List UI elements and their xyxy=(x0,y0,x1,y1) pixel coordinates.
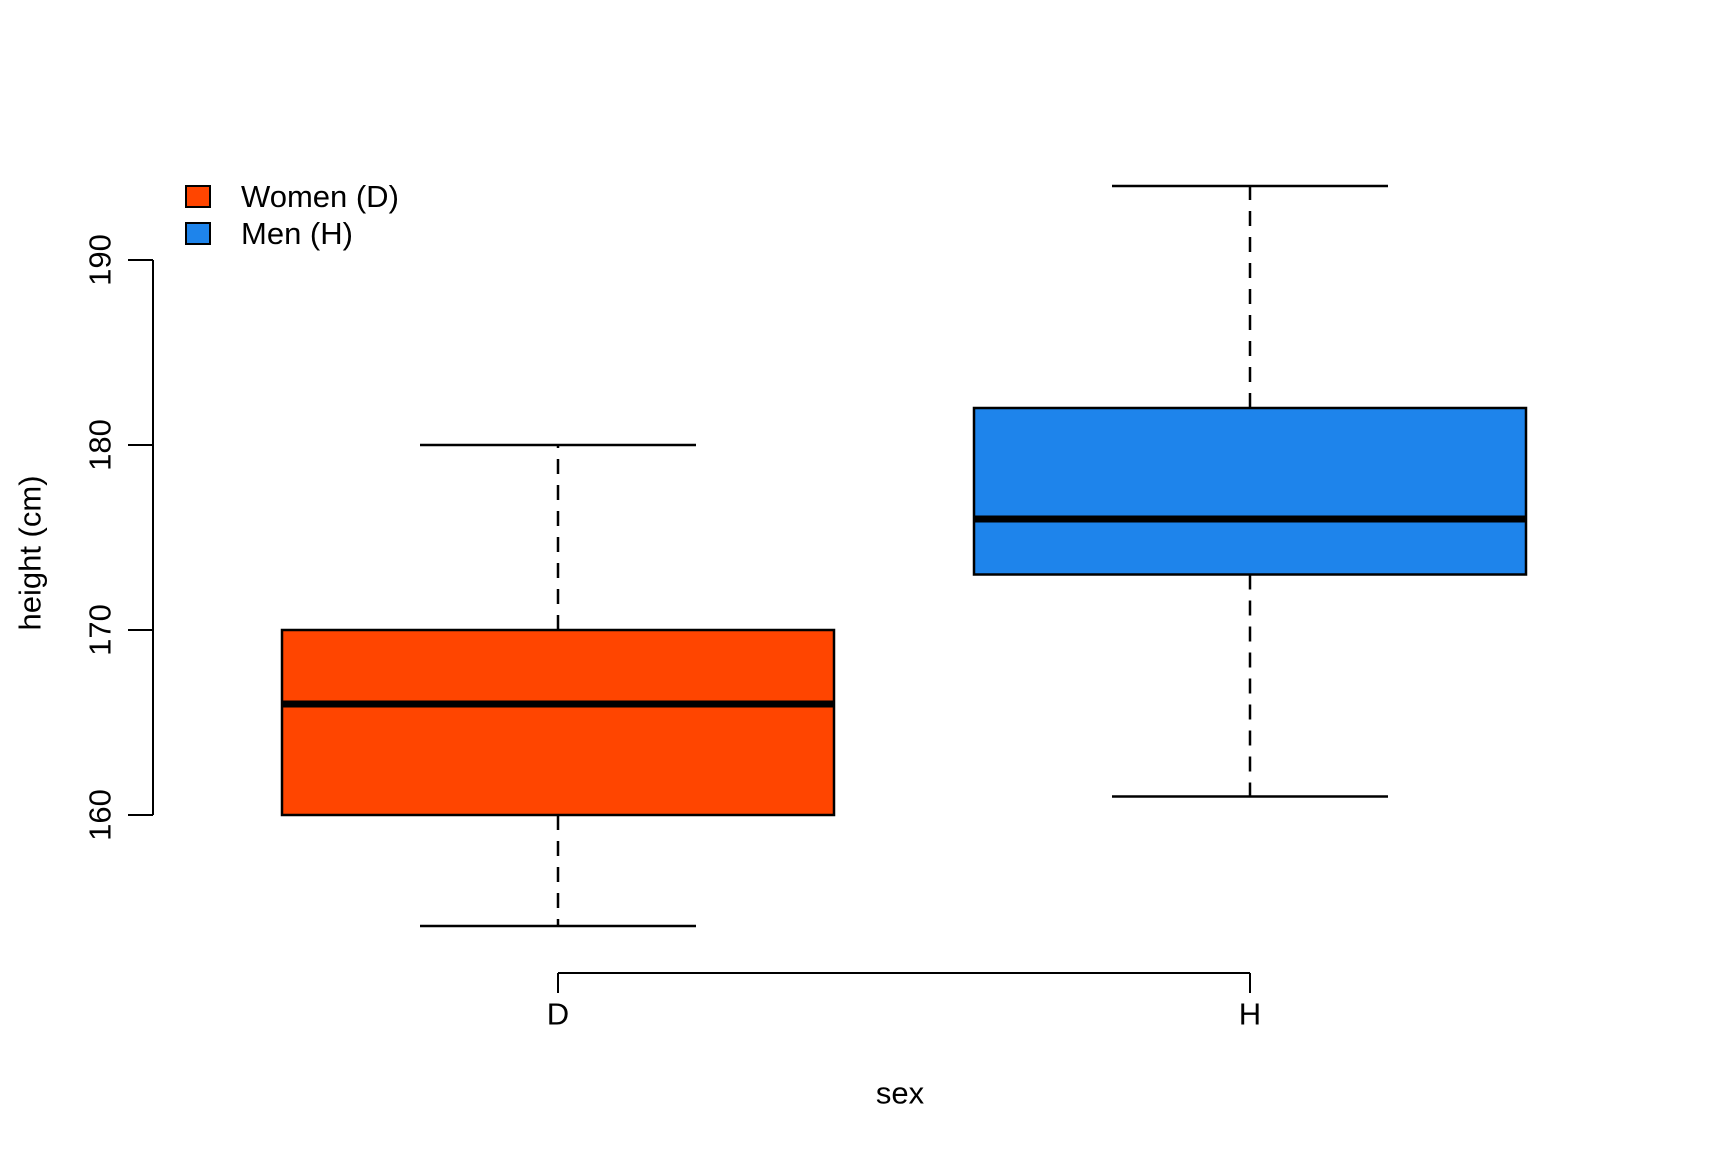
y-tick-label-190: 190 xyxy=(82,234,118,286)
x-tick-label-d: D xyxy=(546,996,570,1032)
box-H xyxy=(972,406,1528,576)
box-D xyxy=(280,628,836,817)
legend: Women (D) Men (H) xyxy=(185,178,399,252)
y-axis-title: height (cm) xyxy=(12,475,48,631)
x-tick-label-h: H xyxy=(1238,996,1262,1032)
y-tick-label-180: 180 xyxy=(82,419,118,471)
legend-item-men: Men (H) xyxy=(185,215,399,252)
y-tick-label-160: 160 xyxy=(82,789,118,841)
legend-item-women: Women (D) xyxy=(185,178,399,215)
legend-label-women: Women (D) xyxy=(241,178,399,214)
legend-swatch-men xyxy=(185,222,211,245)
legend-swatch-women xyxy=(185,185,211,208)
x-axis-title: sex xyxy=(875,1075,925,1111)
y-tick-label-170: 170 xyxy=(82,604,118,656)
legend-label-men: Men (H) xyxy=(241,215,353,251)
